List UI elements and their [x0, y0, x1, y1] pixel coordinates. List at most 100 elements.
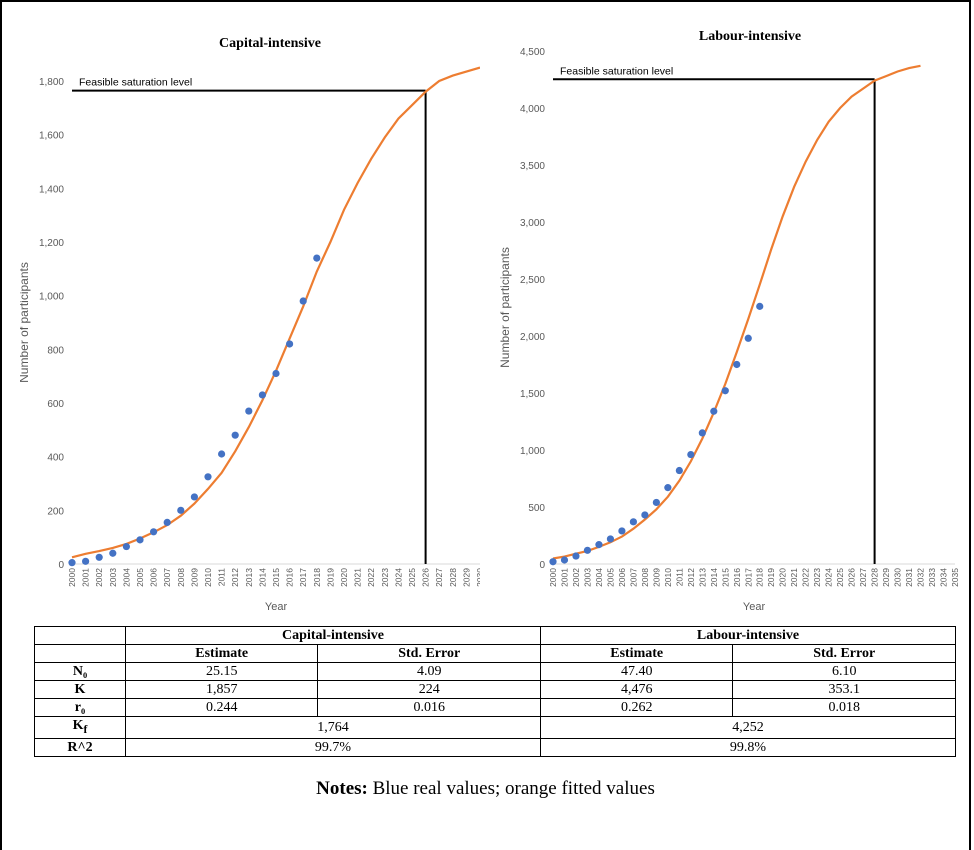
param-cell: Kf [34, 716, 126, 739]
actual-data-point [606, 535, 615, 543]
x-tick-label: 2012 [230, 568, 240, 587]
actual-data-point [744, 334, 752, 342]
y-tick-label: 2,500 [520, 275, 545, 286]
actual-data-point [150, 528, 158, 536]
figure-notes: Notes: Blue real values; orange fitted v… [0, 778, 971, 800]
actual-data-point [549, 558, 557, 566]
x-tick-label: 2019 [325, 568, 335, 587]
x-tick-label: 2021 [789, 568, 799, 587]
x-tick-label: 2004 [594, 568, 604, 587]
x-tick-label: 2013 [697, 568, 707, 587]
actual-data-point [664, 484, 672, 492]
y-tick-label: 0 [58, 560, 64, 571]
x-tick-label: 2020 [339, 568, 349, 587]
y-tick-label: 200 [47, 506, 64, 517]
actual-data-point [675, 466, 683, 475]
sub-header-lab-std-error: Std. Error [732, 644, 956, 663]
saturation-label: Feasible saturation level [79, 77, 192, 89]
actual-data-point [109, 549, 117, 557]
fitted-series-line [71, 66, 480, 559]
actual-data-point [595, 541, 603, 549]
x-tick-label: 2018 [312, 568, 322, 587]
x-axis-label: Year [265, 601, 288, 613]
table-group-header-row: Capital-intensive Labour-intensive [34, 626, 957, 645]
x-tick-label: 2026 [847, 568, 857, 587]
chart-title: Labour-intensive [699, 29, 801, 44]
x-tick-label: 2006 [149, 568, 159, 587]
value-cell: 6.10 [732, 662, 956, 681]
chart-title: Capital-intensive [219, 36, 321, 51]
table-corner-cell [34, 626, 126, 645]
param-cell: K [34, 680, 126, 699]
actual-data-point [68, 559, 76, 567]
y-tick-label: 1,000 [39, 292, 64, 303]
fitted-series-line [552, 64, 921, 560]
value-cell: 224 [317, 680, 541, 699]
actual-data-point [122, 542, 130, 551]
x-tick-label: 2001 [559, 568, 569, 587]
table-row: Kf 1,764 4,252 [34, 716, 957, 739]
value-cell: 0.016 [317, 698, 541, 717]
x-tick-label: 2008 [640, 568, 650, 587]
value-cell: 4.09 [317, 662, 541, 681]
x-tick-label: 2016 [732, 568, 742, 587]
value-cell: 99.8% [539, 737, 957, 757]
x-axis-label: Year [743, 601, 766, 613]
x-tick-label: 2029 [881, 568, 891, 587]
x-tick-label: 2022 [366, 568, 376, 587]
notes-label: Notes: [316, 778, 368, 799]
actual-data-point [245, 407, 253, 415]
value-cell: 1,764 [125, 716, 541, 739]
x-tick-label: 2030 [475, 568, 480, 587]
x-tick-label: 2000 [548, 568, 558, 587]
notes-text: Blue real values; orange fitted values [367, 778, 655, 799]
y-tick-label: 1,500 [520, 389, 545, 400]
sub-header-cap-std-error: Std. Error [317, 644, 541, 663]
x-tick-label: 2017 [743, 568, 753, 587]
value-cell: 4,252 [539, 716, 957, 739]
x-tick-label: 2026 [421, 568, 431, 587]
y-tick-label: 600 [47, 399, 64, 410]
actual-data-point [560, 556, 569, 564]
x-tick-label: 2004 [121, 568, 131, 587]
labour-intensive-chart: Labour-intensive 0 500 1,000 1,500 2,000 2,500… [498, 29, 960, 613]
x-tick-label: 2010 [203, 568, 213, 587]
x-tick-label: 2007 [162, 568, 172, 587]
y-tick-label: 3,000 [520, 218, 545, 229]
x-tick-label: 2000 [67, 568, 77, 587]
actual-data-point [618, 527, 626, 535]
actual-data-point [272, 369, 280, 378]
actual-data-point [687, 450, 695, 459]
actual-data-point [190, 493, 198, 501]
x-tick-label: 2034 [939, 568, 949, 587]
saturation-label: Feasible saturation level [560, 65, 673, 77]
y-tick-label: 4,500 [520, 47, 545, 58]
y-tick-label: 800 [47, 345, 64, 356]
y-tick-label: 4,000 [520, 104, 545, 115]
value-cell: 353.1 [732, 680, 956, 699]
group-header-labour: Labour-intensive [539, 626, 957, 645]
x-tick-label: 2032 [916, 568, 926, 587]
actual-data-point [756, 302, 764, 310]
actual-data-point [710, 407, 718, 415]
y-axis-label: Number of participants [20, 262, 31, 383]
x-tick-label: 2005 [605, 568, 615, 587]
x-tick-label: 2024 [824, 568, 834, 587]
x-tick-label: 2013 [244, 568, 254, 587]
y-tick-label: 500 [528, 503, 545, 514]
value-cell: 99.7% [125, 737, 541, 757]
x-tick-label: 2025 [835, 568, 845, 587]
table-row: r₀ 0.244 0.016 0.262 0.018 [34, 698, 956, 717]
x-tick-label: 2023 [380, 568, 390, 587]
param-cell: r₀ [34, 698, 126, 717]
y-tick-label: 1,000 [520, 446, 545, 457]
table-corner-cell [34, 644, 126, 663]
table-row: N₀ 25.15 4.09 47.40 6.10 [34, 662, 956, 681]
value-cell: 0.262 [539, 698, 734, 717]
x-tick-label: 2011 [217, 568, 227, 587]
x-tick-label: 2005 [135, 568, 145, 587]
x-tick-label: 2015 [720, 568, 730, 587]
param-subscript: f [83, 722, 88, 736]
x-tick-label: 2002 [94, 568, 104, 587]
